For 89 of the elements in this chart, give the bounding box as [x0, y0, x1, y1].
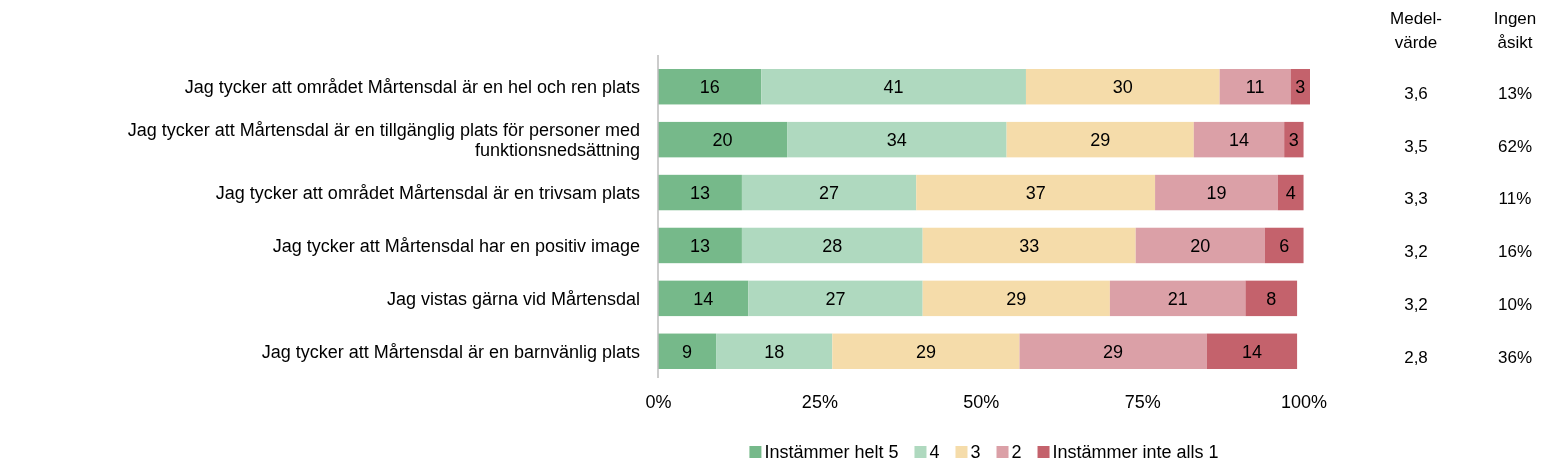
y-tick-label: Jag tycker att Mårtensdal har en positiv image [272, 235, 640, 256]
x-tick-label: 0% [645, 391, 672, 412]
data-label: 16 [699, 77, 720, 98]
data-label: 30 [1112, 77, 1133, 98]
data-label: 37 [1025, 182, 1046, 203]
bar [916, 174, 1156, 211]
text: 2,8 [1404, 348, 1428, 368]
bar [658, 227, 742, 264]
data-label: 20 [712, 129, 733, 150]
bar [658, 69, 762, 105]
data-label: 27 [819, 182, 840, 203]
data-label: 29 [1090, 129, 1111, 150]
data-label: 3 [1288, 129, 1299, 150]
bar [1264, 227, 1304, 264]
bar [1019, 333, 1207, 369]
bar [658, 174, 742, 211]
y-tick-label: Jag vistas gärna vid Mårtensdal [386, 288, 640, 309]
data-label: 29 [1103, 341, 1124, 362]
text: Medel- värde [1390, 9, 1442, 52]
text: 3,6 [1404, 83, 1428, 103]
bar [658, 121, 788, 158]
y-tick-label: Jag tycker att området Mårtensdal är en trivsam plats [215, 182, 640, 203]
bar [922, 280, 1110, 317]
data-label: 34 [886, 129, 907, 150]
x-tick-label: 100% [1281, 391, 1328, 412]
text: 16% [1497, 242, 1533, 262]
data-label: 20 [1190, 235, 1211, 256]
data-label: 19 [1206, 182, 1227, 203]
text: 3,2 [1404, 295, 1428, 315]
data-label: 14 [693, 288, 714, 309]
bar [1155, 174, 1278, 211]
bar [658, 280, 749, 317]
bar [761, 69, 1026, 105]
data-label: 29 [915, 341, 936, 362]
bar [1193, 121, 1285, 158]
data-label: 14 [1228, 129, 1250, 150]
y-tick-label: Jag tycker att området Mårtensdal är en hel och ren plats [184, 77, 640, 98]
bar [658, 333, 717, 369]
bar [1025, 69, 1220, 105]
bar [787, 121, 1007, 158]
data-label: 21 [1167, 288, 1188, 309]
bar [1135, 227, 1265, 264]
data-label: 8 [1266, 288, 1277, 309]
text: Ingen åsikt [1493, 9, 1537, 52]
data-label: 28 [822, 235, 843, 256]
data-label: 27 [825, 288, 846, 309]
bar [1109, 280, 1246, 317]
bar [1219, 69, 1291, 105]
data-label: 29 [1006, 288, 1027, 309]
bar [832, 333, 1020, 369]
text: 62% [1497, 136, 1533, 156]
y-tick-label: Jag tycker att Mårtensdal är en tillgänglig plats för personer med funktionsnedsättning [127, 119, 640, 160]
text: 36% [1497, 348, 1533, 368]
bar [1277, 174, 1304, 211]
legend-label: Instämmer helt 5 [764, 442, 899, 463]
legend-label: 4 [929, 442, 940, 463]
bar [922, 227, 1136, 264]
bar [1245, 280, 1298, 317]
legend-label: Instämmer inte alls 1 [1052, 442, 1219, 463]
text: 3,5 [1404, 136, 1428, 156]
x-tick-label: 50% [963, 391, 1000, 412]
data-label: 11 [1245, 77, 1265, 98]
text: 3,2 [1404, 242, 1428, 262]
data-label: 13 [689, 182, 710, 203]
bar [748, 280, 923, 317]
data-label: 9 [682, 341, 693, 362]
data-label: 33 [1019, 235, 1040, 256]
data-label: 18 [764, 341, 785, 362]
data-label: 6 [1279, 235, 1290, 256]
bar [1006, 121, 1194, 158]
data-label: 4 [1285, 182, 1296, 203]
y-tick-label: Jag tycker att Mårtensdal är en barnvänlig plats [261, 341, 640, 362]
legend-label: 2 [1011, 442, 1022, 463]
data-label: 41 [883, 77, 904, 98]
data-label: 3 [1295, 77, 1306, 98]
bar [741, 227, 923, 264]
legend-label: 3 [970, 442, 981, 463]
x-tick-label: 25% [801, 391, 838, 412]
data-label: 14 [1241, 341, 1262, 362]
bar [1284, 121, 1304, 158]
text: 13% [1497, 83, 1533, 103]
bar [716, 333, 833, 369]
text: 11% [1498, 189, 1532, 209]
bar [1206, 333, 1298, 369]
bar [741, 174, 917, 211]
data-label: 13 [689, 235, 710, 256]
text: 10% [1497, 295, 1533, 315]
text: 3,3 [1404, 189, 1428, 209]
x-tick-label: 75% [1124, 391, 1161, 412]
